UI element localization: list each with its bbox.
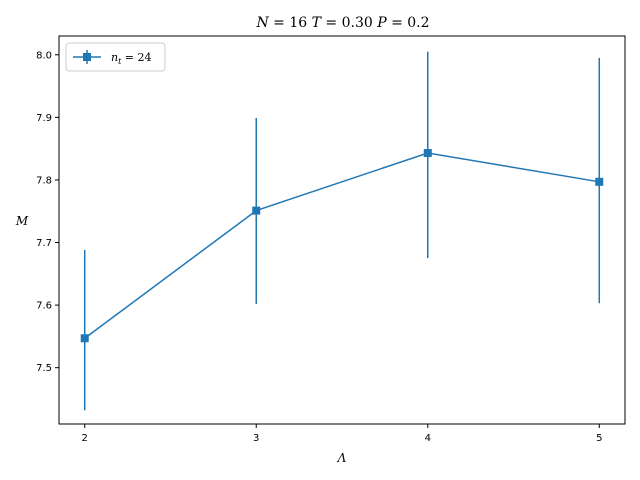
series-n-t-24 <box>80 51 604 411</box>
data-point <box>595 177 604 186</box>
x-axis-label: Λ <box>337 451 347 465</box>
y-axis: 7.5 7.6 7.7 7.8 7.9 8.0 <box>36 50 59 374</box>
x-tick-label: 5 <box>596 433 602 444</box>
plot-area <box>80 51 604 411</box>
chart-title: N = 16 T = 0.30 P = 0.2 <box>255 15 429 31</box>
plot-frame <box>58 35 626 425</box>
data-point <box>252 206 261 215</box>
y-tick-label: 7.8 <box>36 175 52 186</box>
x-tick-label: 3 <box>253 433 259 444</box>
x-tick-label: 2 <box>82 433 88 444</box>
y-tick-label: 7.9 <box>36 113 52 124</box>
data-point <box>80 334 89 343</box>
y-tick-label: 7.6 <box>36 301 52 312</box>
legend-label: nt = 24 <box>111 51 152 66</box>
x-axis: 2 3 4 5 <box>82 424 602 444</box>
legend: nt = 24 <box>65 42 166 72</box>
y-axis-label: M <box>15 214 29 228</box>
x-tick-label: 4 <box>425 433 431 444</box>
legend-box <box>65 42 166 72</box>
y-tick-label: 7.7 <box>36 238 52 249</box>
y-tick-label: 7.5 <box>36 363 52 374</box>
series-line <box>84 152 600 339</box>
legend-marker <box>83 53 91 61</box>
data-point <box>423 149 432 158</box>
y-tick-label: 8.0 <box>36 50 52 61</box>
